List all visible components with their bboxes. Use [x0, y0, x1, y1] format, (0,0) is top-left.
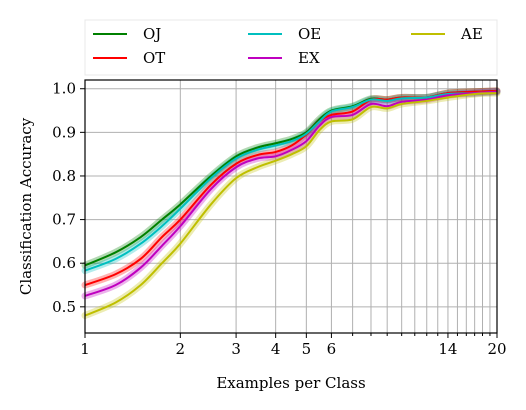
plot-frame — [84, 79, 498, 334]
x-tick-label: 3 — [231, 340, 241, 358]
x-tick-label: 4 — [271, 340, 281, 358]
legend-item-oe: OE — [248, 25, 321, 43]
series-band-ex — [81, 88, 501, 300]
legend-label: OT — [143, 49, 165, 67]
y-tick-label: 1.0 — [52, 80, 76, 98]
y-tick-label: 0.7 — [52, 211, 76, 229]
legend-label: OE — [298, 25, 321, 43]
axis-ticks: 0.5 0.6 0.7 0.8 0.9 1.0 1 2 3 4 5 6 14 20 — [52, 80, 506, 358]
grid-lines — [84, 80, 498, 333]
series-band-oe — [81, 88, 501, 275]
series-line-oe — [84, 90, 498, 272]
legend-label: AE — [460, 25, 483, 43]
y-tick-label: 0.8 — [52, 167, 76, 185]
series-line-ae — [84, 92, 498, 317]
confidence-bands — [81, 87, 501, 320]
x-tick-label: 14 — [438, 340, 457, 358]
legend-item-oj: OJ — [93, 25, 161, 43]
x-tick-label: 5 — [302, 340, 312, 358]
legend-item-ot: OT — [93, 49, 165, 67]
legend-label: EX — [298, 49, 320, 67]
series-line-ex — [84, 90, 498, 297]
y-tick-label: 0.5 — [52, 298, 76, 316]
legend-box — [84, 19, 498, 76]
x-tick-label: 1 — [80, 340, 90, 358]
chart-legend: OJ OT OE EX AE — [84, 19, 498, 76]
y-tick-label: 0.9 — [52, 123, 76, 141]
x-tick-label: 2 — [176, 340, 186, 358]
x-axis-label: Examples per Class — [216, 374, 365, 392]
series-band-ae — [81, 89, 501, 320]
series-band-ot — [81, 87, 501, 289]
x-tick-label: 6 — [327, 340, 337, 358]
y-tick-label: 0.6 — [52, 254, 76, 272]
y-axis-label: Classification Accuracy — [17, 117, 35, 295]
legend-item-ex: EX — [248, 49, 320, 67]
legend-label: OJ — [143, 25, 161, 43]
x-tick-label: 20 — [487, 340, 506, 358]
legend-item-ae: AE — [411, 25, 483, 43]
series-lines — [84, 89, 498, 317]
